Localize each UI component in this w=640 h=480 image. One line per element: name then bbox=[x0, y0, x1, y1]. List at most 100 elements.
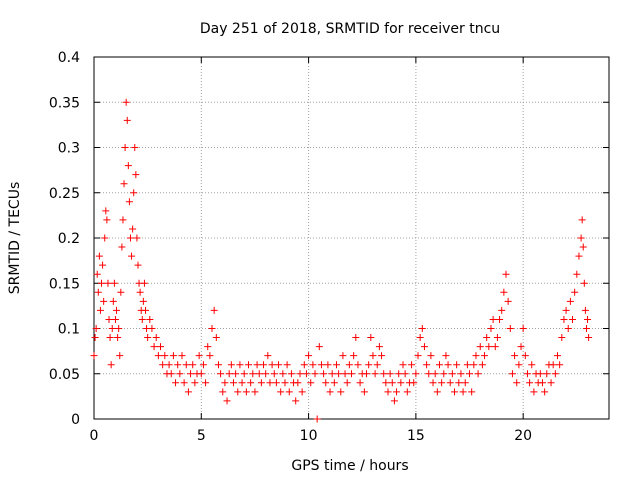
data-point bbox=[438, 379, 446, 387]
data-point bbox=[573, 270, 581, 278]
data-point bbox=[487, 325, 495, 332]
data-point bbox=[363, 370, 371, 378]
y-axis: 0 0.05 0.1 0.15 0.2 0.25 0.3 0.35 0.4 bbox=[49, 50, 609, 428]
data-point bbox=[165, 361, 173, 369]
data-point bbox=[365, 361, 373, 369]
data-point bbox=[302, 370, 310, 378]
data-point bbox=[489, 315, 497, 323]
data-point bbox=[446, 379, 454, 387]
data-point bbox=[564, 325, 572, 332]
data-point bbox=[526, 379, 534, 387]
data-point bbox=[101, 234, 109, 242]
data-point bbox=[260, 361, 268, 369]
data-point bbox=[129, 225, 137, 233]
data-point bbox=[551, 370, 559, 378]
data-point bbox=[206, 352, 214, 360]
data-point bbox=[560, 315, 568, 323]
data-point bbox=[130, 189, 138, 197]
data-point bbox=[472, 352, 480, 360]
data-point bbox=[111, 315, 119, 323]
data-point bbox=[122, 98, 130, 106]
data-point bbox=[125, 198, 133, 206]
data-point bbox=[187, 370, 195, 378]
data-point bbox=[253, 361, 261, 369]
data-point bbox=[345, 361, 353, 369]
data-point bbox=[182, 361, 190, 369]
data-point bbox=[184, 388, 192, 396]
data-point bbox=[245, 361, 252, 369]
data-point bbox=[221, 379, 229, 387]
data-point bbox=[511, 352, 519, 360]
data-point bbox=[257, 379, 265, 387]
data-point bbox=[157, 343, 165, 351]
data-point bbox=[476, 343, 484, 351]
data-point bbox=[470, 361, 478, 369]
data-point bbox=[219, 388, 227, 396]
data-point bbox=[154, 352, 162, 360]
y-tick-label: 0 bbox=[71, 412, 80, 428]
data-point bbox=[339, 352, 347, 360]
data-point bbox=[139, 297, 147, 305]
data-point bbox=[305, 352, 313, 360]
data-point bbox=[281, 379, 289, 387]
data-point bbox=[433, 388, 441, 396]
data-point bbox=[217, 370, 225, 378]
data-point bbox=[255, 370, 263, 378]
data-point bbox=[569, 315, 577, 323]
data-point bbox=[335, 370, 343, 378]
data-point bbox=[94, 288, 102, 296]
data-point bbox=[440, 370, 448, 378]
data-point bbox=[388, 379, 396, 387]
data-point bbox=[317, 361, 325, 369]
data-point bbox=[113, 306, 121, 314]
data-point bbox=[418, 325, 426, 332]
data-point bbox=[459, 388, 467, 396]
data-point bbox=[232, 370, 240, 378]
data-point bbox=[116, 352, 124, 360]
data-point bbox=[131, 144, 139, 151]
data-point bbox=[150, 343, 158, 351]
data-point bbox=[538, 379, 546, 387]
data-point bbox=[309, 361, 317, 369]
data-point bbox=[234, 388, 242, 396]
data-point bbox=[320, 370, 328, 378]
data-point bbox=[397, 379, 405, 387]
x-tick-label: 10 bbox=[300, 428, 318, 444]
data-point bbox=[517, 343, 525, 351]
data-point bbox=[105, 315, 113, 323]
data-point bbox=[380, 370, 388, 378]
data-point bbox=[431, 370, 439, 378]
data-point bbox=[119, 216, 127, 224]
data-point bbox=[287, 370, 295, 378]
data-point bbox=[144, 334, 152, 342]
data-point bbox=[558, 334, 566, 342]
data-point bbox=[414, 352, 422, 360]
data-point bbox=[296, 370, 304, 378]
data-point bbox=[455, 379, 463, 387]
data-points bbox=[90, 98, 593, 423]
data-point bbox=[95, 252, 103, 260]
x-tick-label: 20 bbox=[514, 428, 532, 444]
data-point bbox=[294, 379, 302, 387]
data-point bbox=[142, 306, 149, 314]
data-point bbox=[423, 361, 431, 369]
data-point bbox=[386, 370, 394, 378]
data-point bbox=[554, 352, 561, 360]
data-point bbox=[556, 361, 564, 369]
data-point bbox=[541, 388, 549, 396]
data-point bbox=[262, 370, 270, 378]
data-point bbox=[360, 388, 368, 396]
y-tick-label: 0.3 bbox=[58, 141, 80, 157]
data-point bbox=[326, 388, 334, 396]
data-point bbox=[498, 306, 506, 314]
data-point bbox=[528, 361, 536, 369]
data-point bbox=[378, 352, 386, 360]
data-point bbox=[506, 325, 514, 332]
data-point bbox=[343, 379, 351, 387]
data-point bbox=[240, 370, 248, 378]
data-point bbox=[504, 297, 512, 305]
data-point bbox=[577, 234, 585, 242]
data-point bbox=[146, 315, 154, 323]
data-point bbox=[126, 234, 134, 242]
